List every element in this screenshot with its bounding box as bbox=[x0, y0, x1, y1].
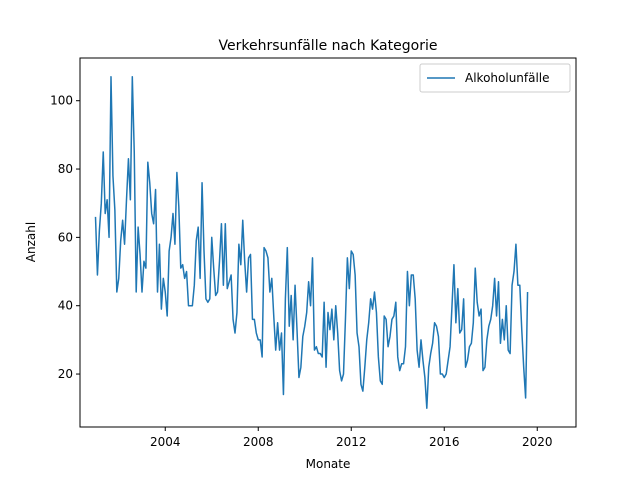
x-tick-label: 2012 bbox=[336, 435, 367, 449]
y-tick-label: 100 bbox=[50, 94, 73, 108]
chart-title: Verkehrsunfälle nach Kategorie bbox=[219, 38, 438, 54]
y-tick-label: 40 bbox=[58, 299, 73, 313]
x-tick-label: 2008 bbox=[243, 435, 274, 449]
series-line-0 bbox=[94, 76, 529, 409]
x-axis-label: Monate bbox=[306, 457, 351, 471]
legend: Alkoholunfälle bbox=[419, 63, 571, 93]
y-tick-label: 80 bbox=[58, 162, 73, 176]
legend-box bbox=[419, 63, 571, 93]
x-tick-label: 2004 bbox=[150, 435, 181, 449]
x-tick-label: 2020 bbox=[522, 435, 553, 449]
legend-label: Alkoholunfälle bbox=[465, 71, 550, 85]
y-tick-label: 60 bbox=[58, 230, 73, 244]
plot-frame bbox=[79, 57, 577, 428]
y-axis-label: Anzahl bbox=[24, 222, 38, 262]
x-tick-label: 2016 bbox=[429, 435, 460, 449]
y-tick-label: 20 bbox=[58, 367, 73, 381]
